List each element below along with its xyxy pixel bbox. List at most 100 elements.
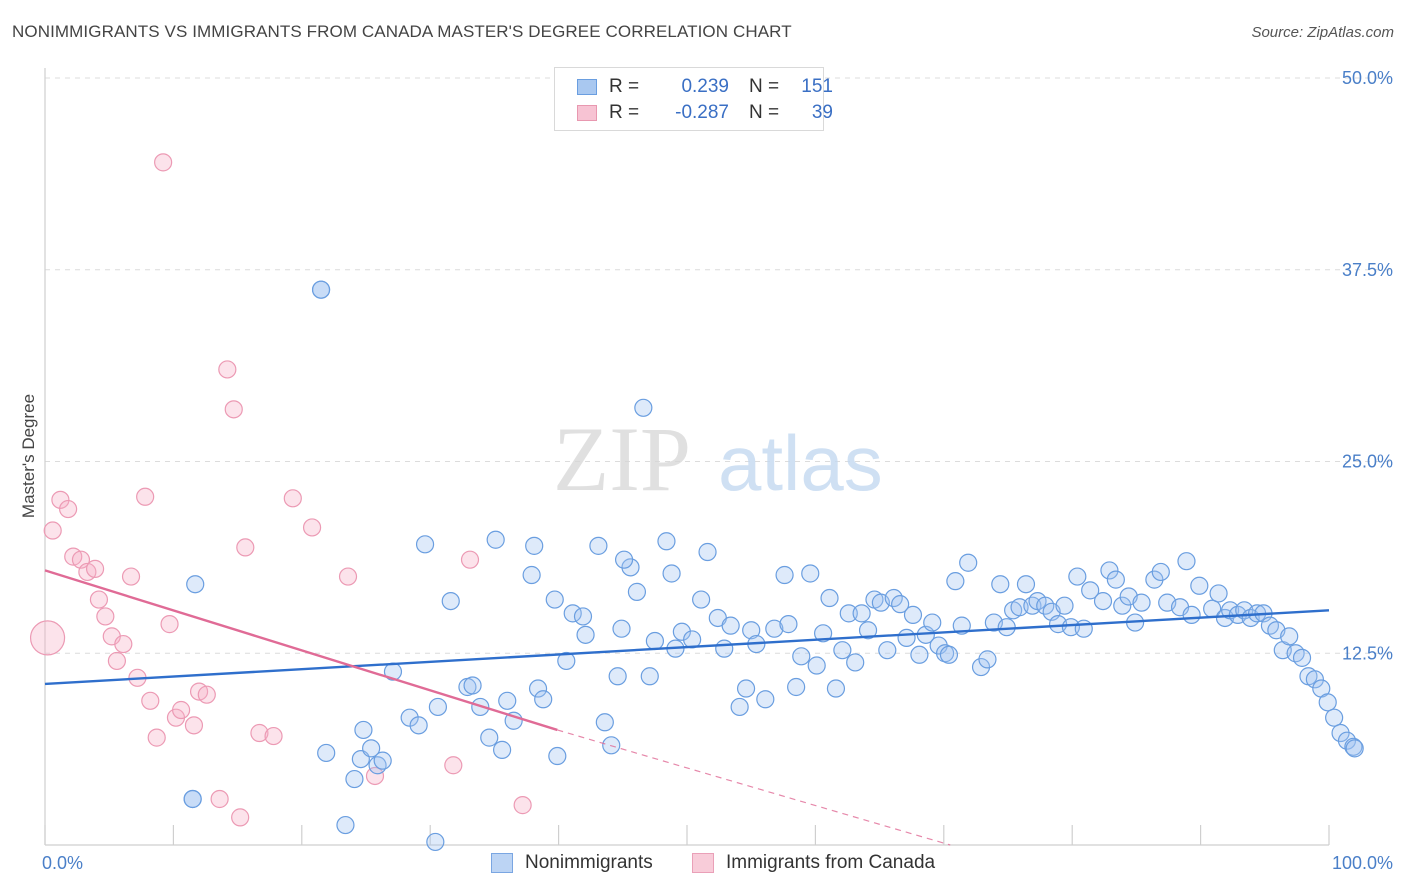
- immigrants-point: [283, 489, 302, 508]
- nonimmigrants-point: [426, 832, 445, 852]
- nonimmigrants-point: [1132, 593, 1151, 612]
- nonimmigrants-point: [557, 651, 576, 671]
- nonimmigrants-point: [1182, 605, 1201, 625]
- nonimmigrants-point: [787, 677, 806, 697]
- watermark-atlas: atlas: [718, 419, 883, 507]
- nonimmigrants-point: [775, 565, 794, 585]
- nonimmigrants-point: [534, 690, 553, 709]
- immigrants-point: [184, 716, 204, 735]
- nonimmigrants-point: [373, 751, 392, 770]
- immigrants-point: [365, 766, 385, 786]
- nonimmigrants-point: [1113, 596, 1132, 615]
- nonimmigrants-point: [736, 679, 756, 698]
- immigrants-point: [29, 620, 66, 656]
- immigrants-point: [136, 487, 155, 506]
- nonimmigrants-point: [820, 588, 839, 608]
- nonimmigrants-point: [1016, 575, 1036, 594]
- legend-r-label: R =: [609, 76, 640, 97]
- nonimmigrants-point: [959, 553, 978, 572]
- nonimmigrants-point: [415, 535, 435, 554]
- bottom-legend-label: Immigrants from Canada: [726, 852, 936, 873]
- nonimmigrants-point: [614, 550, 634, 569]
- nonimmigrants-point: [891, 595, 910, 614]
- legend-row-immigrants: R = -0.287 N = 39: [577, 100, 833, 126]
- legend-r-value: -0.287: [675, 102, 729, 123]
- nonimmigrants-point: [627, 582, 647, 601]
- immigrants-point: [121, 567, 141, 586]
- y-tick-label: 37.5%: [1342, 260, 1393, 280]
- nonimmigrants-point: [1280, 627, 1299, 646]
- nonimmigrants-point: [779, 615, 798, 634]
- nonimmigrants-point: [742, 621, 761, 640]
- immigrants-point: [338, 567, 358, 586]
- bottom-legend-immigrants: Immigrants from Canada: [692, 852, 935, 874]
- nonimmigrants-point: [878, 641, 897, 660]
- nonimmigrants-point: [428, 697, 448, 717]
- immigrants-trend-line: [44, 569, 558, 732]
- y-tick-label: 50.0%: [1342, 68, 1393, 88]
- nonimmigrants-point: [1209, 584, 1228, 603]
- nonimmigrants-point: [1151, 562, 1170, 582]
- nonimmigrants-point: [441, 591, 460, 611]
- nonimmigrants-point: [721, 616, 740, 635]
- bottom-legend-swatch-pink: [692, 853, 714, 873]
- nonimmigrants-point: [1292, 648, 1312, 667]
- legend-swatch-blue: [577, 79, 597, 95]
- nonimmigrants-point: [480, 728, 499, 747]
- nonimmigrants-point: [1068, 567, 1087, 586]
- nonimmigrants-point: [730, 697, 749, 717]
- nonimmigrants-point: [311, 280, 331, 299]
- nonimmigrants-point: [612, 619, 631, 638]
- nonimmigrants-point: [939, 645, 959, 664]
- nonimmigrants-point: [903, 605, 923, 625]
- immigrants-point: [160, 615, 179, 634]
- x-tick-label: 100.0%: [1332, 853, 1393, 873]
- nonimmigrants-point: [692, 590, 711, 609]
- nonimmigrants-point: [186, 575, 205, 594]
- immigrants-point: [236, 538, 255, 557]
- nonimmigrants-point: [997, 618, 1016, 637]
- nonimmigrants-point: [336, 815, 355, 835]
- nonimmigrants-point: [589, 536, 608, 555]
- immigrants-point: [444, 756, 463, 775]
- nonimmigrants-point: [698, 542, 717, 562]
- nonimmigrants-point: [1106, 570, 1125, 589]
- nonimmigrants-point: [1345, 739, 1364, 758]
- nonimmigrants-point: [807, 656, 826, 675]
- legend-swatch-pink: [577, 105, 597, 121]
- nonimmigrants-point: [846, 653, 865, 672]
- nonimmigrants-point: [634, 398, 653, 417]
- grid-lines: [45, 77, 1395, 654]
- immigrants-point: [460, 550, 480, 569]
- legend-row-nonimmigrants: R = 0.239 N = 151: [577, 74, 833, 100]
- nonimmigrants-point: [1100, 561, 1119, 580]
- nonimmigrants-trend-line: [44, 609, 1330, 686]
- immigrants-point: [59, 499, 78, 519]
- immigrants-point: [114, 634, 133, 654]
- legend-n-value: 151: [801, 76, 833, 97]
- y-axis-label: Master's Degree: [19, 394, 38, 518]
- immigrants-series: [29, 153, 532, 827]
- nonimmigrants-point: [645, 631, 665, 651]
- nonimmigrants-point: [833, 641, 852, 660]
- nonimmigrants-point: [852, 604, 871, 623]
- nonimmigrants-point: [715, 639, 734, 658]
- y-tick-label: 12.5%: [1342, 643, 1393, 663]
- nonimmigrants-point: [826, 679, 846, 698]
- source-label: Source: ZipAtlas.com: [1251, 24, 1394, 41]
- nonimmigrants-point: [657, 532, 676, 551]
- nonimmigrants-point: [801, 564, 820, 583]
- nonimmigrants-point: [662, 564, 681, 583]
- y-tick-label: 25.0%: [1342, 452, 1393, 472]
- legend-n-value: 39: [811, 102, 833, 123]
- immigrants-point: [51, 490, 70, 509]
- nonimmigrants-point: [839, 604, 858, 623]
- immigrants-point: [141, 691, 160, 710]
- nonimmigrants-point: [354, 720, 373, 740]
- nonimmigrants-point: [498, 691, 517, 710]
- nonimmigrants-point: [792, 647, 811, 666]
- tick-labels: 12.5% 25.0% 37.5% 50.0% 0.0% 100.0%: [42, 68, 1393, 873]
- immigrants-point: [513, 796, 532, 815]
- nonimmigrants-point: [672, 622, 691, 641]
- trend-lines: [44, 569, 1330, 846]
